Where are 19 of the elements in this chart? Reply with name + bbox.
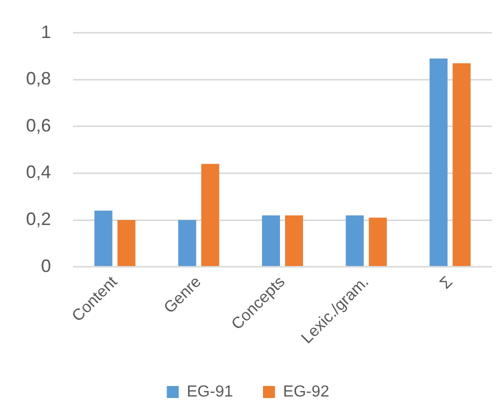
bar xyxy=(452,63,471,266)
bar xyxy=(94,210,112,266)
legend-label: EG-92 xyxy=(283,383,330,400)
bar xyxy=(201,164,220,266)
bar xyxy=(117,220,136,266)
bar xyxy=(262,215,280,266)
bar xyxy=(430,58,448,266)
y-tick-label: 1 xyxy=(41,22,52,42)
bar xyxy=(285,215,304,266)
bar xyxy=(346,215,364,266)
y-tick-label: 0,2 xyxy=(26,208,52,229)
bar xyxy=(368,218,387,266)
legend-label: EG-91 xyxy=(186,383,234,400)
bar xyxy=(178,220,196,266)
y-tick-label: 0,4 xyxy=(26,162,52,182)
y-tick-label: 0 xyxy=(41,256,52,276)
y-tick-label: 0,6 xyxy=(26,115,52,136)
y-tick-label: 0,8 xyxy=(26,68,52,89)
x-tick-label: Σ xyxy=(437,273,456,293)
